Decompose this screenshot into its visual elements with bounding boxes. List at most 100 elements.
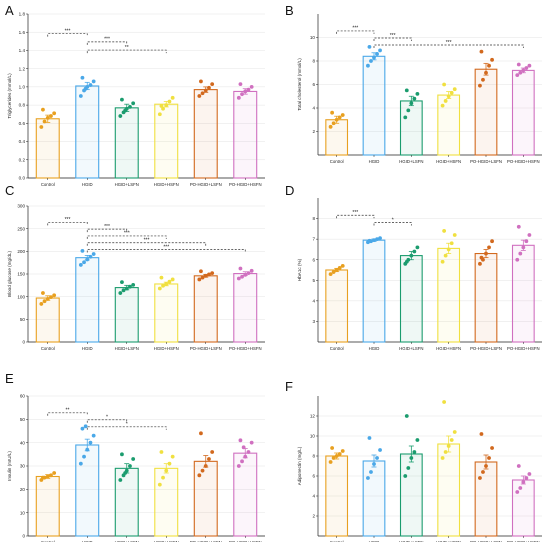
data-point (243, 273, 248, 277)
data-point (236, 464, 241, 468)
data-point (518, 70, 523, 75)
data-point (366, 476, 370, 480)
x-tick-label: HGID+HSFN (436, 159, 461, 164)
data-point (249, 84, 254, 89)
data-point (203, 88, 208, 93)
y-tick-label: 300 (17, 204, 25, 209)
significance-label: *** (352, 210, 358, 216)
data-point (120, 97, 124, 102)
data-point (199, 269, 203, 274)
x-tick-label: HGID (82, 182, 93, 187)
x-tick-label: PO-HGID+HSFN (507, 346, 540, 351)
data-point (334, 454, 339, 458)
x-tick-label: PO-HGID+HSFN (507, 540, 540, 542)
x-tick-label: HGID+HSFN (436, 346, 461, 351)
data-point (367, 45, 372, 49)
bar (35, 475, 60, 537)
data-point (369, 470, 373, 474)
data-point (118, 291, 123, 295)
data-point (518, 486, 523, 490)
data-point (236, 276, 241, 281)
panel-letter: C (5, 183, 14, 198)
y-tick-label: 0.8 (19, 103, 26, 108)
x-tick-label: Control (330, 159, 344, 164)
data-point (369, 59, 373, 63)
x-tick-label: HGID+LSFN (115, 540, 139, 542)
data-point (238, 82, 243, 87)
data-point (85, 257, 90, 262)
significance-label: ** (66, 408, 70, 414)
data-point (157, 286, 162, 291)
x-tick-label: PO-HGID+HSFN (507, 159, 540, 164)
data-point (240, 92, 244, 97)
data-point (82, 260, 86, 265)
data-point (240, 274, 244, 279)
data-point (527, 233, 532, 237)
y-axis-label: HbA1c (%) (297, 258, 302, 281)
data-point (452, 87, 457, 92)
x-tick-label: HGID+HSFN (154, 182, 179, 187)
significance-bracket (336, 30, 375, 34)
data-point (330, 110, 335, 115)
data-point (238, 266, 243, 271)
significance-bracket (86, 249, 246, 253)
data-point (443, 253, 448, 258)
data-point (52, 471, 57, 475)
data-point (527, 63, 532, 68)
data-point (207, 272, 211, 277)
data-point (516, 224, 521, 229)
x-tick-label: PO-HGID+LSFN (190, 182, 222, 187)
x-tick-label: PO-HGID+LSFN (190, 540, 222, 542)
data-point (415, 438, 420, 442)
data-point (41, 475, 45, 480)
significance-label: *** (390, 33, 396, 39)
y-tick-label: 4 (312, 106, 315, 111)
significance-label: *** (104, 224, 110, 230)
data-point (337, 115, 342, 120)
data-point (516, 464, 521, 468)
bar (325, 269, 349, 343)
data-point (409, 101, 414, 106)
data-point (200, 91, 205, 96)
data-point (243, 89, 248, 94)
panel-b: B 2 4 6 8 10 Total cholesterol (mmol/L) Control… (285, 3, 542, 164)
y-tick-label: 10 (310, 35, 316, 40)
data-point (378, 236, 382, 241)
significance-label: * (106, 415, 108, 421)
data-point (378, 48, 382, 53)
y-tick-label: 0.0 (19, 176, 26, 181)
data-point (83, 86, 88, 91)
data-point (515, 73, 520, 77)
data-point (403, 115, 408, 120)
data-point (83, 424, 88, 429)
bar (511, 69, 535, 156)
data-point (440, 456, 445, 460)
x-tick-label: PO-HGID+LSFN (470, 159, 502, 164)
significance-label: ** (125, 45, 129, 51)
y-axis-label: Blood glucose (mg/dL) (7, 251, 12, 297)
y-tick-label: 5 (312, 278, 315, 283)
data-point (199, 431, 203, 436)
x-tick-label: PO-HGID+HSFN (229, 540, 262, 542)
significance-label: *** (163, 244, 169, 250)
data-point (331, 456, 336, 460)
data-point (39, 125, 44, 129)
x-tick-label: Control (41, 346, 55, 351)
significance-label: * (126, 422, 128, 428)
data-point (446, 247, 451, 252)
data-point (197, 94, 202, 98)
data-point (157, 482, 162, 487)
panel-letter: A (5, 3, 14, 18)
data-point (490, 446, 494, 450)
significance-bracket (336, 214, 375, 219)
data-point (170, 454, 175, 459)
data-point (80, 248, 85, 253)
y-tick-label: 250 (17, 226, 25, 231)
bar (474, 461, 498, 537)
data-point (442, 400, 447, 404)
y-tick-label: 4 (312, 298, 315, 303)
y-tick-label: 200 (17, 249, 25, 254)
x-tick-label: PO-HGID+LSFN (470, 346, 502, 351)
bar (233, 272, 258, 343)
significance-bracket (373, 37, 412, 41)
